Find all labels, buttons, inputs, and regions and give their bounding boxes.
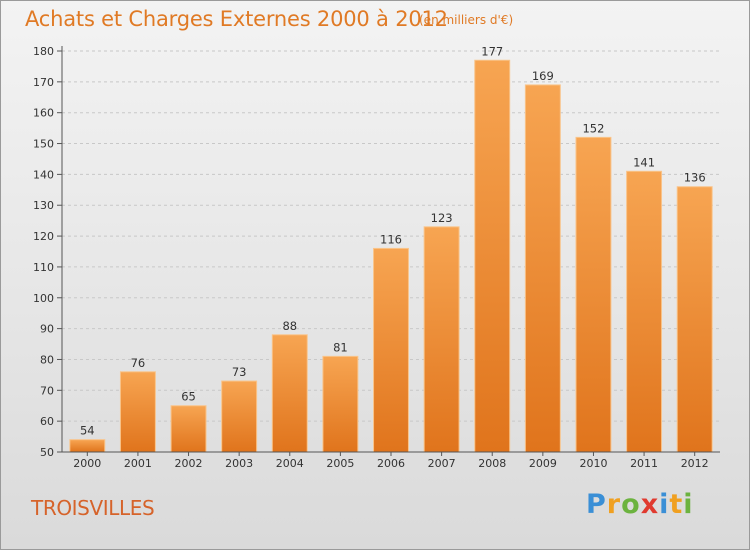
bar-2007 [423,226,460,453]
chart-unit: (en milliers d'€) [419,13,514,27]
commune-name: TROISVILLES [31,496,155,520]
logo-letter: P [586,489,607,520]
x-tick-label-2006: 2006 [377,457,405,470]
value-label-2007: 123 [431,211,453,225]
bar-2004 [271,334,308,453]
y-tick-label: 150 [33,138,54,151]
value-label-2003: 73 [232,365,247,379]
y-tick-label: 170 [33,76,54,89]
bars [69,59,713,453]
value-label-2012: 136 [684,171,706,185]
bar-2012 [676,186,713,453]
x-tick-label-2004: 2004 [276,457,304,470]
value-label-2000: 54 [80,424,95,438]
logo-letter: i [659,489,670,520]
axes [57,46,720,456]
y-tick-label: 140 [33,168,54,181]
bar-2010 [575,136,612,453]
bar-2000 [69,439,106,453]
value-label-2001: 76 [131,356,146,370]
y-tick-label: 130 [33,199,54,212]
logo-letter: x [640,489,660,520]
y-tick-label: 80 [40,353,54,366]
value-label-2005: 81 [333,340,348,354]
value-label-2008: 177 [481,44,503,58]
bar-2006 [373,247,409,453]
value-label-2002: 65 [181,390,196,404]
x-tick-label-2007: 2007 [428,457,456,470]
value-label-2004: 88 [282,319,297,333]
y-tick-label: 90 [40,323,54,336]
y-tick-label: 120 [33,230,54,243]
y-tick-label: 110 [33,261,54,274]
value-label-2009: 169 [532,69,554,83]
y-tick-label: 50 [40,446,54,459]
x-tick-label-2011: 2011 [630,457,658,470]
bar-2003 [221,380,258,453]
labels: 50 60 70 80 90 100 110 120 130 140 150 160 170 180 54 2… [33,44,709,470]
value-label-2006: 116 [380,232,402,246]
x-tick-label-2008: 2008 [478,457,506,470]
x-tick-label-2009: 2009 [529,457,557,470]
bar-2008 [474,59,511,453]
y-tick-label: 160 [33,107,54,120]
x-tick-label-2002: 2002 [175,457,203,470]
bar-2001 [119,371,156,453]
proxiti-logo: Proxiti [586,489,694,520]
bar-2002 [170,405,207,453]
x-tick-label-2003: 2003 [225,457,253,470]
logo-letter: i [683,489,694,520]
value-label-2010: 152 [582,121,604,135]
y-tick-label: 60 [40,415,54,428]
x-tick-label-2010: 2010 [579,457,607,470]
logo-letter: r [606,489,622,520]
value-label-2011: 141 [633,155,655,169]
x-tick-label-2000: 2000 [73,457,101,470]
bar-2005 [322,355,359,453]
y-tick-label: 100 [33,292,54,305]
chart-title: Achats et Charges Externes 2000 à 2012 [25,7,448,31]
logo-letter: o [621,489,641,520]
logo-letter: t [669,489,684,520]
bar-2011 [626,170,663,453]
x-tick-label-2001: 2001 [124,457,152,470]
x-tick-label-2005: 2005 [326,457,354,470]
x-tick-label-2012: 2012 [681,457,709,470]
bar-2009 [524,84,561,453]
y-tick-label: 70 [40,384,54,397]
y-tick-label: 180 [33,45,54,58]
